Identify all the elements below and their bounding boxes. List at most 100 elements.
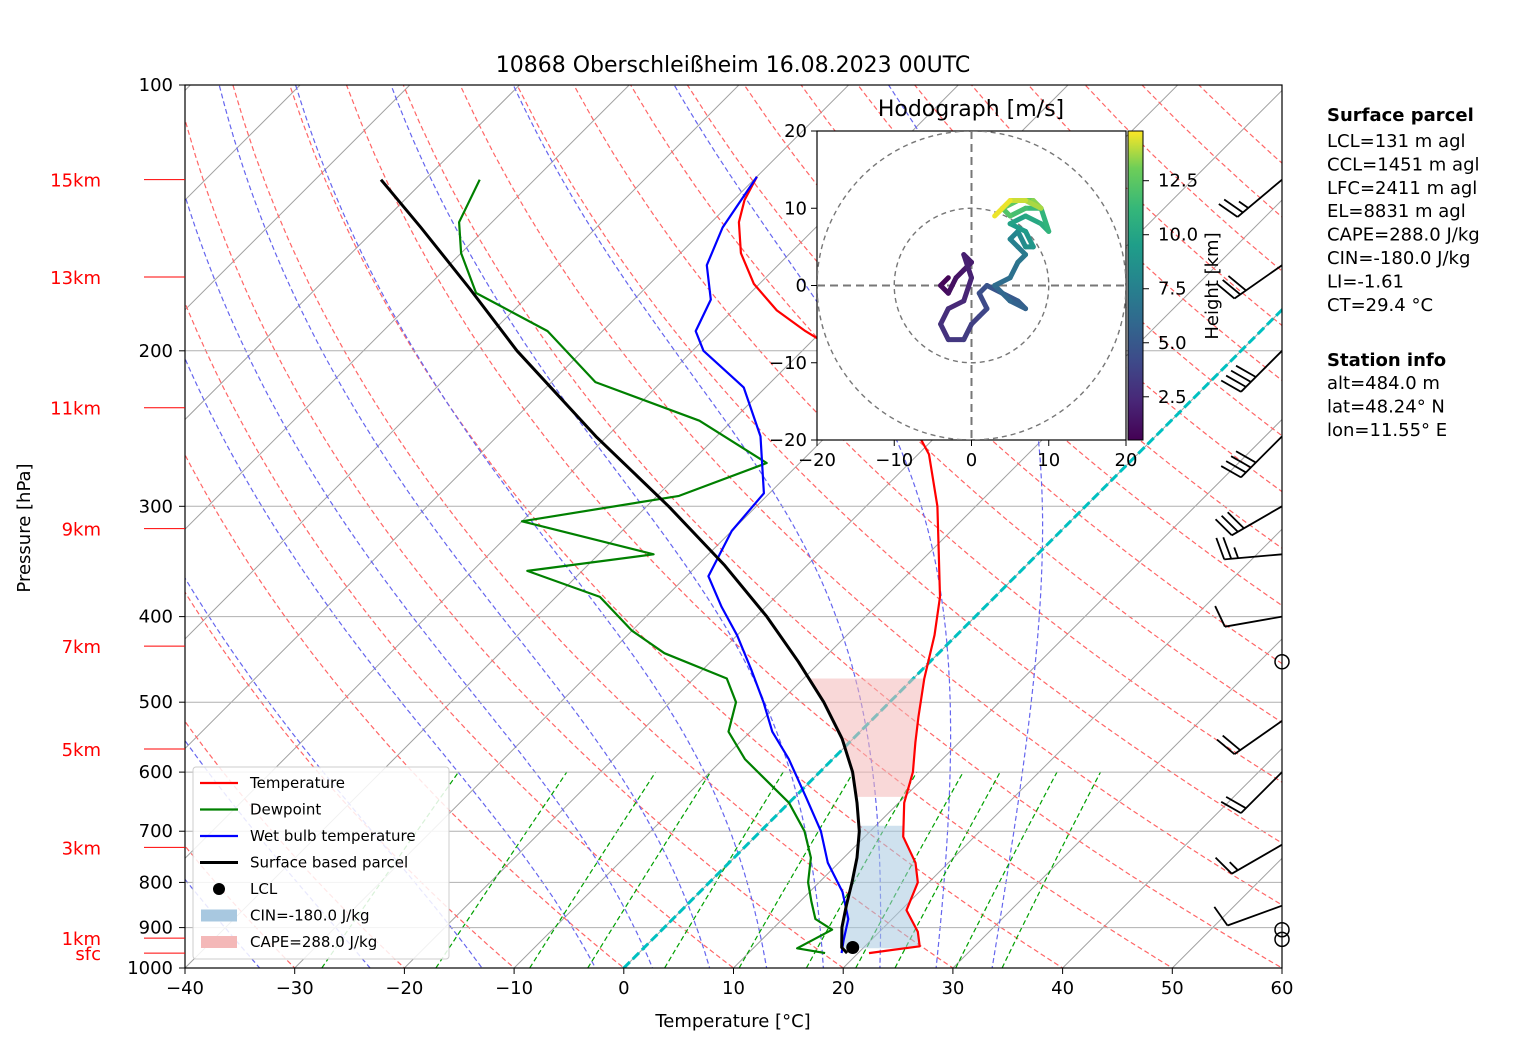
profile-series	[379, 176, 942, 955]
hodograph-segment	[1007, 259, 1021, 281]
legend-entry-label: Surface based parcel	[250, 854, 408, 872]
y-tick-label: 800	[139, 872, 173, 893]
dry-adiabat	[185, 301, 735, 968]
hodograph-segment	[1007, 298, 1029, 312]
height-marker-label: 1km	[62, 929, 101, 950]
station-info-line: lon=11.55° E	[1327, 420, 1447, 441]
height-marker-label: 7km	[62, 637, 101, 658]
wind-barb	[1216, 720, 1283, 755]
height-marker-label: 5km	[62, 740, 101, 761]
hodograph-segment	[938, 306, 951, 327]
height-marker-label: 11km	[50, 399, 101, 420]
isotherm-line	[185, 85, 740, 640]
hodograph-segment	[1007, 213, 1029, 227]
hodograph-segment	[1007, 205, 1029, 219]
isotherm-line	[1061, 747, 1282, 968]
colorbar-label: Height [km]	[1202, 232, 1223, 339]
hodograph-segment	[976, 290, 990, 312]
legend-entry-label: CIN=-180.0 J/kg	[250, 907, 370, 925]
legend-patch-swatch	[201, 909, 237, 922]
wind-barb	[1214, 605, 1283, 628]
x-tick-label: 60	[1271, 978, 1294, 999]
x-tick-label: −30	[276, 978, 314, 999]
y-axis-ticks: 100 200 300 400 500 600 700 800 900 1000	[127, 75, 185, 979]
height-marker-label: 15km	[50, 171, 101, 192]
hodograph-segment	[961, 321, 974, 343]
hodograph-y-tick-label: 20	[784, 121, 807, 142]
wind-barbs	[1213, 85, 1290, 968]
hodograph-x-tick-label: 0	[966, 450, 977, 471]
height-marker-label: 9km	[62, 520, 101, 541]
hodograph-segment	[992, 283, 1013, 304]
mixing-ratio-line	[955, 771, 1058, 968]
moist-adiabat	[185, 357, 597, 968]
x-tick-label: −40	[166, 978, 204, 999]
y-tick-label: 700	[139, 821, 173, 842]
dry-adiabat	[459, 85, 1282, 906]
zero-isotherm-line	[621, 307, 1282, 968]
height-colorbar	[1127, 130, 1144, 441]
height-marker-label: sfc	[75, 944, 101, 965]
moist-adiabat	[887, 85, 1044, 968]
surface-parcel-line: CIN=-180.0 J/kg	[1327, 248, 1470, 269]
x-tick-label: −10	[495, 978, 533, 999]
y-tick-label: 200	[139, 341, 173, 362]
mixing-ratio-line	[529, 771, 657, 968]
surface-parcel-line: CCL=1451 m agl	[1327, 154, 1480, 175]
moist-adiabat	[673, 85, 952, 968]
legend-entry-label: CAPE=288.0 J/kg	[250, 933, 377, 951]
surface-parcel-line: EL=8831 m agl	[1327, 201, 1466, 222]
colorbar-tick-label: 2.5	[1158, 387, 1187, 408]
hodograph-segment	[992, 275, 1013, 288]
hodograph-segment	[1023, 213, 1044, 227]
x-tick-label: −20	[385, 978, 423, 999]
hodograph-y-tick-label: −10	[769, 353, 807, 374]
dry-adiabat	[573, 85, 1282, 783]
wind-barb	[1220, 350, 1283, 393]
hodograph-y-tick-label: −20	[769, 430, 807, 451]
dry-adiabat	[402, 85, 1282, 968]
dry-adiabat	[743, 85, 1282, 607]
wind-barb	[1214, 505, 1283, 537]
y-tick-label: 600	[139, 762, 173, 783]
moist-adiabat	[218, 85, 711, 968]
surface-parcel-line: LCL=131 m agl	[1327, 131, 1466, 152]
moist-adiabat	[390, 85, 825, 968]
y-tick-label: 1000	[127, 958, 173, 979]
wind-barb	[1218, 178, 1283, 218]
hodograph-ring	[893, 207, 1050, 364]
mixing-ratio-line	[587, 771, 712, 968]
cin-area	[841, 825, 920, 949]
legend-entry-label: Dewpoint	[250, 801, 321, 819]
wind-barb-calm	[1274, 654, 1290, 670]
hodograph-segment	[961, 275, 974, 304]
series-surface-based-parcel	[379, 178, 861, 955]
colorbar-tick-label: 7.5	[1158, 279, 1187, 300]
legend-entry-label: Temperature	[249, 774, 345, 792]
surface-parcel-line: LI=-1.61	[1327, 271, 1404, 292]
isotherm-line	[185, 85, 850, 750]
isotherm-line	[185, 85, 521, 421]
x-tick-label: 30	[941, 978, 964, 999]
x-tick-label: 50	[1161, 978, 1184, 999]
dry-adiabat	[185, 117, 845, 968]
series-temperature	[737, 176, 942, 955]
dry-adiabat	[857, 85, 1282, 493]
legend-box	[192, 766, 450, 960]
surface-parcel-heading: Surface parcel	[1327, 105, 1474, 126]
y-axis-label: Pressure [hPa]	[14, 463, 35, 592]
legend-entry-label: Wet bulb temperature	[250, 827, 416, 845]
hodograph-segment	[1023, 198, 1044, 211]
dry-adiabat	[686, 85, 1282, 665]
mixing-ratio-line	[738, 771, 854, 968]
wind-barb	[1214, 843, 1283, 875]
lcl-marker	[846, 941, 860, 955]
x-tick-label: 20	[832, 978, 855, 999]
surface-parcel-line: CAPE=288.0 J/kg	[1327, 225, 1480, 246]
hodograph-title: Hodograph [m/s]	[878, 97, 1064, 122]
hodograph-segment	[945, 275, 959, 296]
mixing-ratio-line	[435, 771, 568, 968]
hodograph-x-tick-label: 10	[1037, 450, 1060, 471]
